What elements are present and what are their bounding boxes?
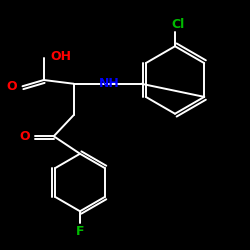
Text: F: F (76, 225, 84, 238)
Text: O: O (20, 130, 30, 143)
Text: OH: OH (50, 50, 71, 63)
Text: NH: NH (98, 77, 119, 90)
Text: O: O (7, 80, 18, 93)
Text: Cl: Cl (171, 18, 184, 32)
